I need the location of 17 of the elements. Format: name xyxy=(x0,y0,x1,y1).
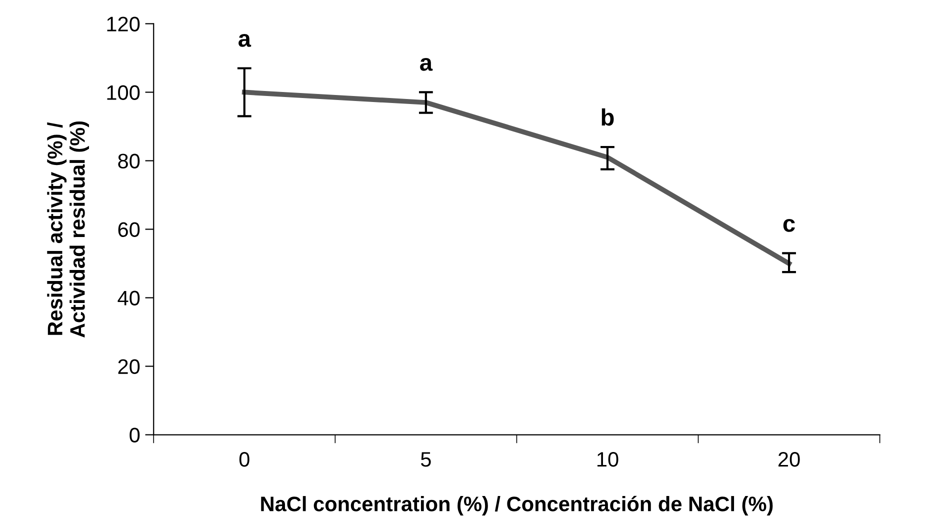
annotation: c xyxy=(783,218,795,232)
y-tick-label: 20 xyxy=(118,359,140,374)
y-tick-label: 120 xyxy=(107,16,140,32)
x-tick-label: 5 xyxy=(420,452,431,467)
x-tick-label: 20 xyxy=(778,452,800,467)
y-tick-label: 100 xyxy=(107,85,140,100)
x-tick-label: 10 xyxy=(597,452,618,467)
y-axis-title: Residual activity (%) / Actividad residual (%) xyxy=(47,121,89,338)
y-tick-label: 40 xyxy=(118,290,140,306)
annotation: a xyxy=(420,58,433,71)
x-axis-title: NaCl concentration (%) / Concentración de NaCl (%) xyxy=(261,496,773,516)
y-tick-label: 60 xyxy=(118,222,140,237)
y-tick-label: 80 xyxy=(118,154,140,168)
annotation: a xyxy=(238,34,252,47)
y-tick-label: 0 xyxy=(130,428,140,443)
x-tick-label: 0 xyxy=(239,452,250,467)
annotation: b xyxy=(602,108,614,126)
